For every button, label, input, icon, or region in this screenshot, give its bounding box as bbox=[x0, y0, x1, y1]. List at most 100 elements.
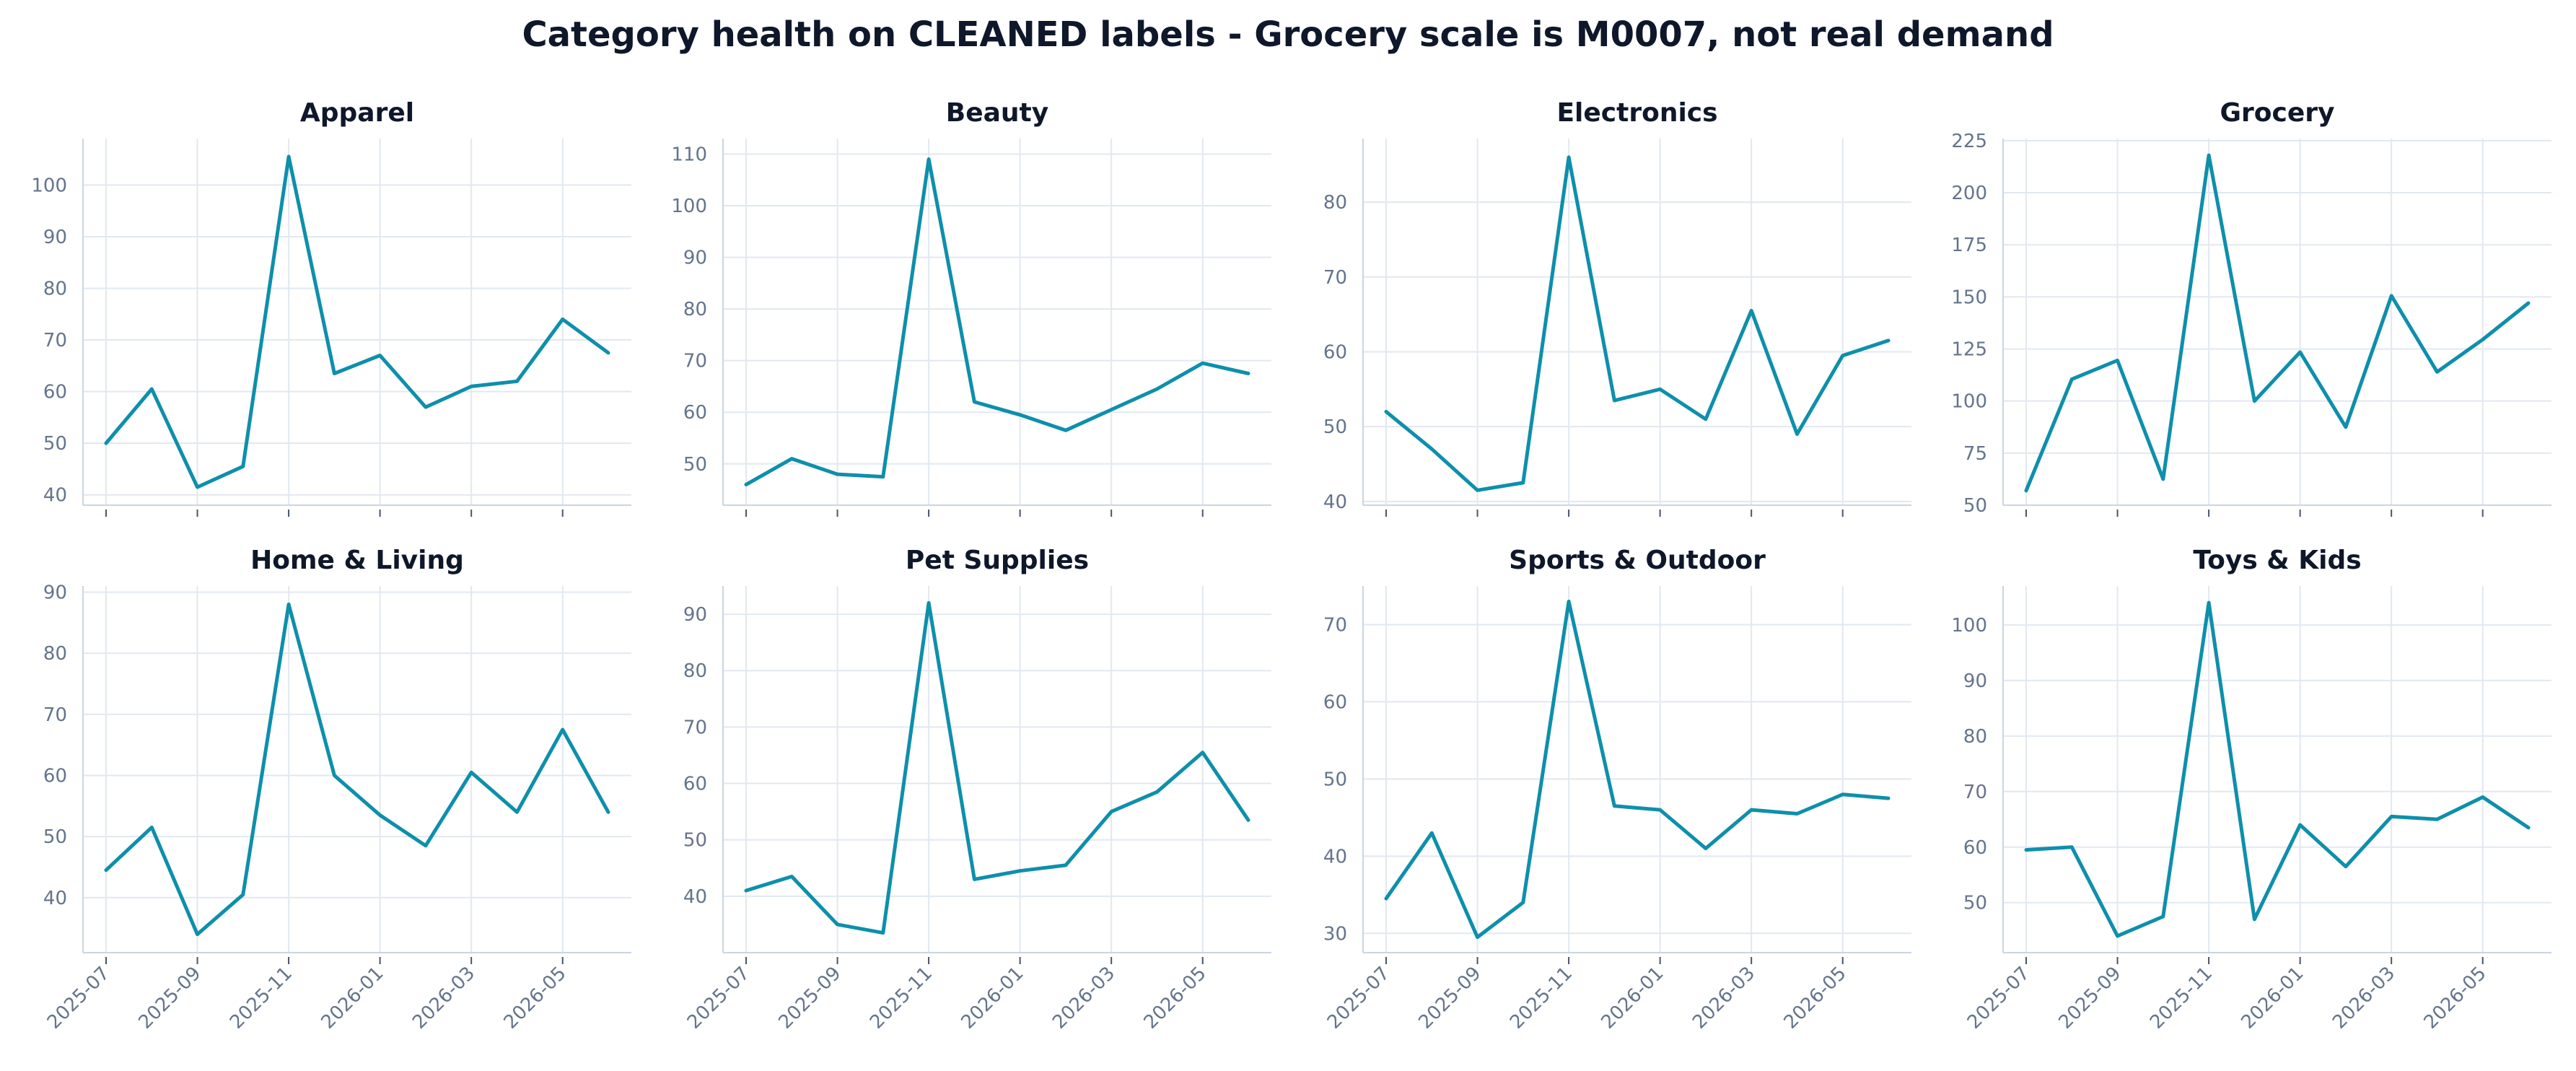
y-tick-label: 70 bbox=[1963, 782, 1987, 803]
x-tick-label: 2026-01 bbox=[317, 963, 388, 1033]
x-tick-label: 2025-07 bbox=[1323, 963, 1394, 1033]
x-tick-label: 2025-09 bbox=[774, 963, 845, 1033]
y-tick-label: 90 bbox=[43, 227, 67, 248]
y-tick-label: 40 bbox=[43, 485, 67, 507]
y-tick-label: 100 bbox=[31, 175, 67, 196]
y-tick-label: 100 bbox=[671, 196, 707, 217]
x-tick-label: 2026-03 bbox=[2329, 963, 2399, 1033]
y-tick-label: 50 bbox=[683, 454, 707, 476]
figure-title: Category health on CLEANED labels - Groc… bbox=[522, 14, 2054, 55]
x-tick-label: 2026-01 bbox=[958, 963, 1028, 1033]
panel-title-pet-supplies: Pet Supplies bbox=[906, 546, 1089, 575]
y-tick-label: 70 bbox=[43, 330, 67, 351]
y-tick-label: 50 bbox=[1323, 769, 1347, 790]
x-tick-label: 2025-11 bbox=[226, 963, 297, 1033]
x-tick-label: 2026-03 bbox=[1048, 963, 1119, 1033]
panel-title-sports-and-outdoor: Sports & Outdoor bbox=[1509, 546, 1766, 575]
panel-title-electronics: Electronics bbox=[1556, 98, 1717, 128]
x-tick-label: 2026-05 bbox=[2420, 963, 2491, 1033]
y-tick-label: 80 bbox=[683, 299, 707, 320]
y-tick-label: 80 bbox=[43, 278, 67, 300]
y-tick-label: 70 bbox=[1323, 267, 1347, 289]
y-tick-label: 50 bbox=[1323, 416, 1347, 438]
x-tick-label: 2025-09 bbox=[1414, 963, 1485, 1033]
panel-pet-supplies: 40 50 60 70 80 90 2025-07 2025-09 2025-11 2026-01… bbox=[683, 546, 1271, 1033]
panel-title-toys-and-kids: Toys & Kids bbox=[2193, 546, 2361, 575]
y-tick-label: 80 bbox=[1323, 192, 1347, 214]
y-tick-label: 60 bbox=[43, 765, 67, 787]
y-tick-label: 70 bbox=[683, 351, 707, 372]
panel-electronics: 40 50 60 70 80 Electronics bbox=[1323, 98, 1911, 517]
y-tick-label: 100 bbox=[1951, 615, 1987, 637]
y-tick-label: 80 bbox=[1963, 726, 1987, 748]
panel-sports-and-outdoor: 30 40 50 60 70 2025-07 2025-09 2025-11 2026-01 20… bbox=[1323, 546, 1911, 1033]
y-tick-label: 50 bbox=[683, 830, 707, 852]
series-line-toys-and-kids bbox=[2024, 600, 2531, 938]
y-tick-label: 70 bbox=[43, 704, 67, 726]
y-tick-label: 200 bbox=[1951, 183, 1987, 204]
y-tick-label: 110 bbox=[671, 144, 707, 165]
panel-beauty: 50 60 70 80 90 100 110 Beauty bbox=[671, 98, 1271, 517]
panel-toys-and-kids: 50 60 70 80 90 100 2025-07 2025-09 2025-11 2026-0… bbox=[1951, 546, 2551, 1033]
series-line-grocery bbox=[2024, 153, 2531, 493]
x-tick-label: 2026-05 bbox=[1780, 963, 1851, 1033]
y-tick-label: 125 bbox=[1951, 339, 1987, 361]
y-tick-label: 30 bbox=[1323, 923, 1347, 945]
x-tick-label: 2025-07 bbox=[683, 963, 754, 1033]
y-tick-label: 60 bbox=[1963, 837, 1987, 859]
y-tick-label: 175 bbox=[1951, 235, 1987, 256]
y-tick-label: 60 bbox=[43, 382, 67, 403]
panel-title-grocery: Grocery bbox=[2220, 98, 2334, 128]
y-tick-label: 70 bbox=[1323, 614, 1347, 636]
y-tick-label: 150 bbox=[1951, 287, 1987, 308]
y-tick-label: 225 bbox=[1951, 131, 1987, 152]
x-tick-label: 2025-11 bbox=[1506, 963, 1577, 1033]
series-line-beauty bbox=[744, 157, 1250, 486]
series-line-home-and-living bbox=[104, 602, 610, 937]
x-tick-label: 2025-09 bbox=[2054, 963, 2125, 1033]
y-tick-label: 90 bbox=[43, 582, 67, 603]
panel-home-and-living: 40 50 60 70 80 90 2025-07 2025-09 2025-11 2026-01… bbox=[43, 546, 631, 1033]
y-tick-label: 80 bbox=[683, 660, 707, 682]
y-tick-label: 60 bbox=[1323, 691, 1347, 713]
y-tick-label: 90 bbox=[683, 604, 707, 626]
x-tick-label: 2026-03 bbox=[1688, 963, 1759, 1033]
y-tick-label: 70 bbox=[683, 717, 707, 738]
x-tick-label: 2026-05 bbox=[1140, 963, 1211, 1033]
y-tick-label: 60 bbox=[683, 774, 707, 795]
panel-apparel: 40 50 60 70 80 90 100 Apparel bbox=[31, 98, 631, 517]
y-tick-label: 50 bbox=[1963, 893, 1987, 914]
x-tick-label: 2025-07 bbox=[1963, 963, 2034, 1033]
y-tick-label: 75 bbox=[1963, 443, 1987, 465]
series-line-pet-supplies bbox=[744, 600, 1250, 935]
series-line-sports-and-outdoor bbox=[1384, 599, 1891, 940]
panel-grocery: 50 75 100 125 150 175 200 225 Grocery bbox=[1951, 98, 2551, 517]
series-line-electronics bbox=[1384, 155, 1891, 492]
y-tick-label: 80 bbox=[43, 643, 67, 665]
x-tick-label: 2026-01 bbox=[1598, 963, 1668, 1033]
y-tick-label: 50 bbox=[43, 433, 67, 455]
y-tick-label: 90 bbox=[683, 248, 707, 269]
y-tick-label: 40 bbox=[683, 886, 707, 908]
y-tick-label: 60 bbox=[683, 402, 707, 424]
y-tick-label: 50 bbox=[43, 826, 67, 848]
y-tick-label: 100 bbox=[1951, 391, 1987, 413]
y-tick-label: 60 bbox=[1323, 341, 1347, 363]
y-tick-label: 90 bbox=[1963, 670, 1987, 692]
series-line-apparel bbox=[104, 154, 610, 489]
x-tick-label: 2025-11 bbox=[2146, 963, 2217, 1033]
y-tick-label: 50 bbox=[1963, 495, 1987, 517]
x-tick-label: 2025-09 bbox=[134, 963, 205, 1033]
panel-title-beauty: Beauty bbox=[946, 98, 1048, 128]
y-tick-label: 40 bbox=[1323, 846, 1347, 867]
panel-title-apparel: Apparel bbox=[300, 98, 414, 128]
x-tick-label: 2026-03 bbox=[408, 963, 479, 1033]
x-tick-label: 2025-11 bbox=[866, 963, 937, 1033]
x-tick-label: 2025-07 bbox=[43, 963, 114, 1033]
panel-title-home-and-living: Home & Living bbox=[250, 546, 464, 575]
x-tick-label: 2026-05 bbox=[500, 963, 571, 1033]
y-tick-label: 40 bbox=[1323, 491, 1347, 513]
y-tick-label: 40 bbox=[43, 888, 67, 909]
